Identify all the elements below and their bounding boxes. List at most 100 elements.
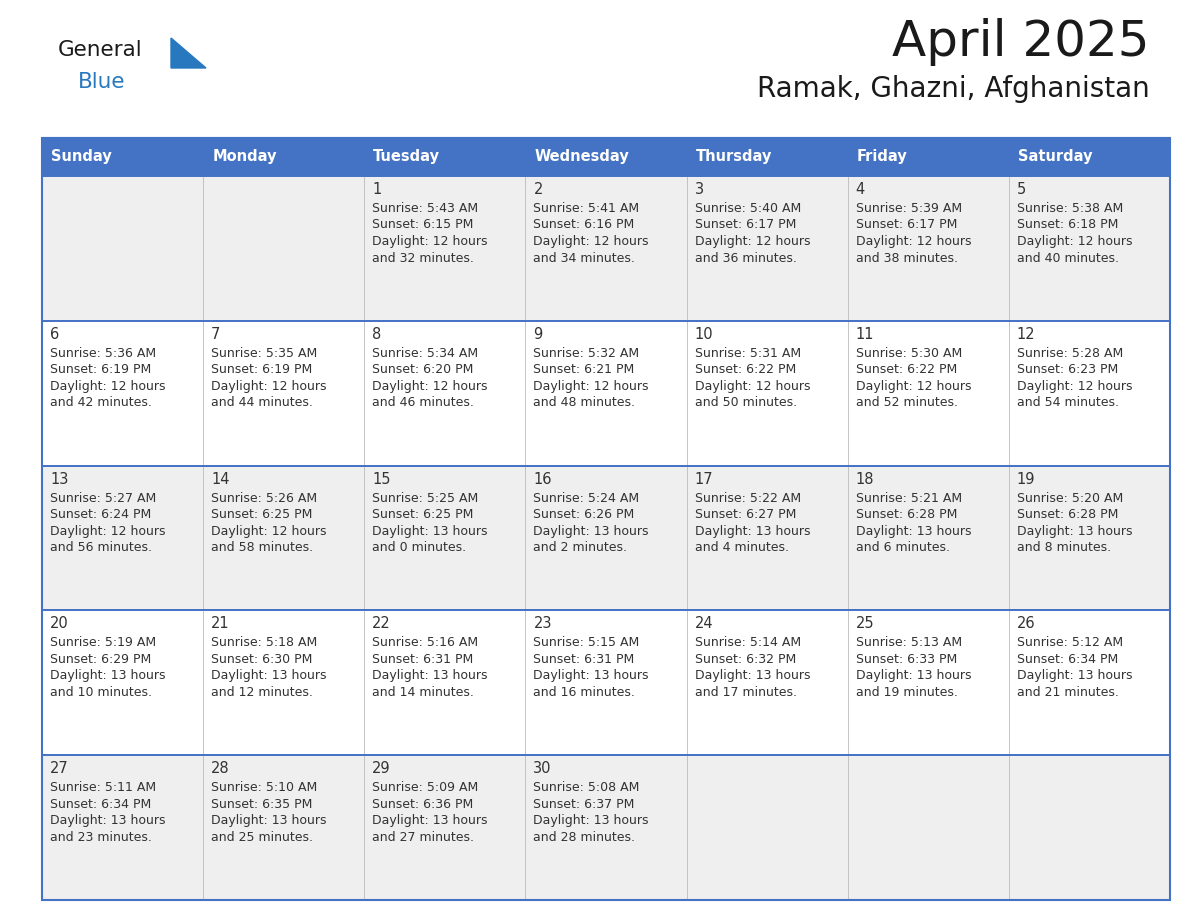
Text: Sunrise: 5:34 AM: Sunrise: 5:34 AM bbox=[372, 347, 479, 360]
Text: Sunrise: 5:14 AM: Sunrise: 5:14 AM bbox=[695, 636, 801, 649]
Bar bbox=[42, 610, 203, 756]
Text: Sunset: 6:32 PM: Sunset: 6:32 PM bbox=[695, 653, 796, 666]
Bar bbox=[203, 176, 365, 320]
Text: Daylight: 13 hours: Daylight: 13 hours bbox=[855, 669, 972, 682]
Text: Daylight: 12 hours: Daylight: 12 hours bbox=[1017, 380, 1132, 393]
Text: Daylight: 13 hours: Daylight: 13 hours bbox=[533, 814, 649, 827]
Text: Sunrise: 5:08 AM: Sunrise: 5:08 AM bbox=[533, 781, 640, 794]
Text: Daylight: 12 hours: Daylight: 12 hours bbox=[211, 380, 327, 393]
Text: Daylight: 12 hours: Daylight: 12 hours bbox=[1017, 235, 1132, 248]
Text: Saturday: Saturday bbox=[1018, 150, 1092, 164]
Text: 11: 11 bbox=[855, 327, 874, 341]
Text: and 46 minutes.: and 46 minutes. bbox=[372, 397, 474, 409]
Text: 7: 7 bbox=[211, 327, 221, 341]
Text: Sunset: 6:25 PM: Sunset: 6:25 PM bbox=[211, 508, 312, 521]
Text: 26: 26 bbox=[1017, 616, 1036, 632]
Text: and 25 minutes.: and 25 minutes. bbox=[211, 831, 314, 844]
Text: Sunrise: 5:15 AM: Sunrise: 5:15 AM bbox=[533, 636, 639, 649]
Bar bbox=[203, 610, 365, 756]
Text: April 2025: April 2025 bbox=[892, 18, 1150, 66]
Text: Daylight: 12 hours: Daylight: 12 hours bbox=[50, 380, 165, 393]
Text: and 8 minutes.: and 8 minutes. bbox=[1017, 541, 1111, 554]
Text: Daylight: 13 hours: Daylight: 13 hours bbox=[372, 669, 488, 682]
Text: Sunrise: 5:10 AM: Sunrise: 5:10 AM bbox=[211, 781, 317, 794]
Bar bbox=[687, 756, 848, 900]
Text: Daylight: 12 hours: Daylight: 12 hours bbox=[372, 235, 488, 248]
Text: Sunrise: 5:19 AM: Sunrise: 5:19 AM bbox=[50, 636, 156, 649]
Bar bbox=[525, 320, 687, 465]
Text: 20: 20 bbox=[50, 616, 69, 632]
Text: 27: 27 bbox=[50, 761, 69, 777]
Text: Sunset: 6:27 PM: Sunset: 6:27 PM bbox=[695, 508, 796, 521]
Bar bbox=[687, 176, 848, 320]
Text: Sunrise: 5:32 AM: Sunrise: 5:32 AM bbox=[533, 347, 639, 360]
Text: and 44 minutes.: and 44 minutes. bbox=[211, 397, 312, 409]
Text: and 0 minutes.: and 0 minutes. bbox=[372, 541, 467, 554]
Text: 18: 18 bbox=[855, 472, 874, 487]
Text: Sunset: 6:24 PM: Sunset: 6:24 PM bbox=[50, 508, 151, 521]
Text: Sunset: 6:26 PM: Sunset: 6:26 PM bbox=[533, 508, 634, 521]
Text: Sunset: 6:17 PM: Sunset: 6:17 PM bbox=[855, 218, 958, 231]
Text: 6: 6 bbox=[50, 327, 59, 341]
Text: Daylight: 12 hours: Daylight: 12 hours bbox=[855, 235, 972, 248]
Text: Sunset: 6:31 PM: Sunset: 6:31 PM bbox=[372, 653, 474, 666]
Text: Sunset: 6:28 PM: Sunset: 6:28 PM bbox=[855, 508, 958, 521]
Text: Ramak, Ghazni, Afghanistan: Ramak, Ghazni, Afghanistan bbox=[757, 75, 1150, 103]
Text: Daylight: 13 hours: Daylight: 13 hours bbox=[855, 524, 972, 538]
Text: 5: 5 bbox=[1017, 182, 1026, 197]
Bar bbox=[525, 756, 687, 900]
Text: Sunrise: 5:36 AM: Sunrise: 5:36 AM bbox=[50, 347, 156, 360]
Bar bbox=[848, 610, 1009, 756]
Text: and 16 minutes.: and 16 minutes. bbox=[533, 686, 636, 699]
Text: Sunrise: 5:38 AM: Sunrise: 5:38 AM bbox=[1017, 202, 1123, 215]
Text: and 14 minutes.: and 14 minutes. bbox=[372, 686, 474, 699]
Text: Sunset: 6:37 PM: Sunset: 6:37 PM bbox=[533, 798, 634, 811]
Text: and 19 minutes.: and 19 minutes. bbox=[855, 686, 958, 699]
Text: and 34 minutes.: and 34 minutes. bbox=[533, 252, 636, 264]
Text: Daylight: 12 hours: Daylight: 12 hours bbox=[50, 524, 165, 538]
Text: 8: 8 bbox=[372, 327, 381, 341]
Text: Sunrise: 5:43 AM: Sunrise: 5:43 AM bbox=[372, 202, 479, 215]
Bar bbox=[848, 138, 1009, 176]
Text: Sunset: 6:34 PM: Sunset: 6:34 PM bbox=[50, 798, 151, 811]
Text: Daylight: 12 hours: Daylight: 12 hours bbox=[695, 380, 810, 393]
Bar bbox=[1009, 465, 1170, 610]
Bar bbox=[687, 465, 848, 610]
Text: Blue: Blue bbox=[78, 72, 126, 92]
Text: 2: 2 bbox=[533, 182, 543, 197]
Text: Wednesday: Wednesday bbox=[535, 150, 630, 164]
Text: and 56 minutes.: and 56 minutes. bbox=[50, 541, 152, 554]
Text: Daylight: 13 hours: Daylight: 13 hours bbox=[695, 524, 810, 538]
Text: Sunrise: 5:39 AM: Sunrise: 5:39 AM bbox=[855, 202, 962, 215]
Text: Sunset: 6:19 PM: Sunset: 6:19 PM bbox=[211, 364, 312, 376]
Bar bbox=[687, 610, 848, 756]
Text: 10: 10 bbox=[695, 327, 713, 341]
Bar bbox=[687, 138, 848, 176]
Text: Sunset: 6:18 PM: Sunset: 6:18 PM bbox=[1017, 218, 1118, 231]
Text: 30: 30 bbox=[533, 761, 552, 777]
Bar bbox=[1009, 610, 1170, 756]
Text: Daylight: 13 hours: Daylight: 13 hours bbox=[1017, 524, 1132, 538]
Text: 15: 15 bbox=[372, 472, 391, 487]
Text: 12: 12 bbox=[1017, 327, 1036, 341]
Bar bbox=[848, 320, 1009, 465]
Text: Daylight: 13 hours: Daylight: 13 hours bbox=[1017, 669, 1132, 682]
Bar bbox=[1009, 756, 1170, 900]
Bar bbox=[525, 610, 687, 756]
Text: Sunrise: 5:22 AM: Sunrise: 5:22 AM bbox=[695, 492, 801, 505]
Text: Daylight: 12 hours: Daylight: 12 hours bbox=[533, 380, 649, 393]
Text: 1: 1 bbox=[372, 182, 381, 197]
Text: Monday: Monday bbox=[213, 150, 277, 164]
Text: and 4 minutes.: and 4 minutes. bbox=[695, 541, 789, 554]
Polygon shape bbox=[171, 38, 206, 68]
Text: Sunrise: 5:20 AM: Sunrise: 5:20 AM bbox=[1017, 492, 1123, 505]
Text: and 58 minutes.: and 58 minutes. bbox=[211, 541, 314, 554]
Text: Sunset: 6:22 PM: Sunset: 6:22 PM bbox=[855, 364, 958, 376]
Text: and 21 minutes.: and 21 minutes. bbox=[1017, 686, 1119, 699]
Bar bbox=[42, 176, 203, 320]
Text: and 48 minutes.: and 48 minutes. bbox=[533, 397, 636, 409]
Text: Sunset: 6:34 PM: Sunset: 6:34 PM bbox=[1017, 653, 1118, 666]
Text: Daylight: 13 hours: Daylight: 13 hours bbox=[533, 524, 649, 538]
Text: 4: 4 bbox=[855, 182, 865, 197]
Bar bbox=[1009, 176, 1170, 320]
